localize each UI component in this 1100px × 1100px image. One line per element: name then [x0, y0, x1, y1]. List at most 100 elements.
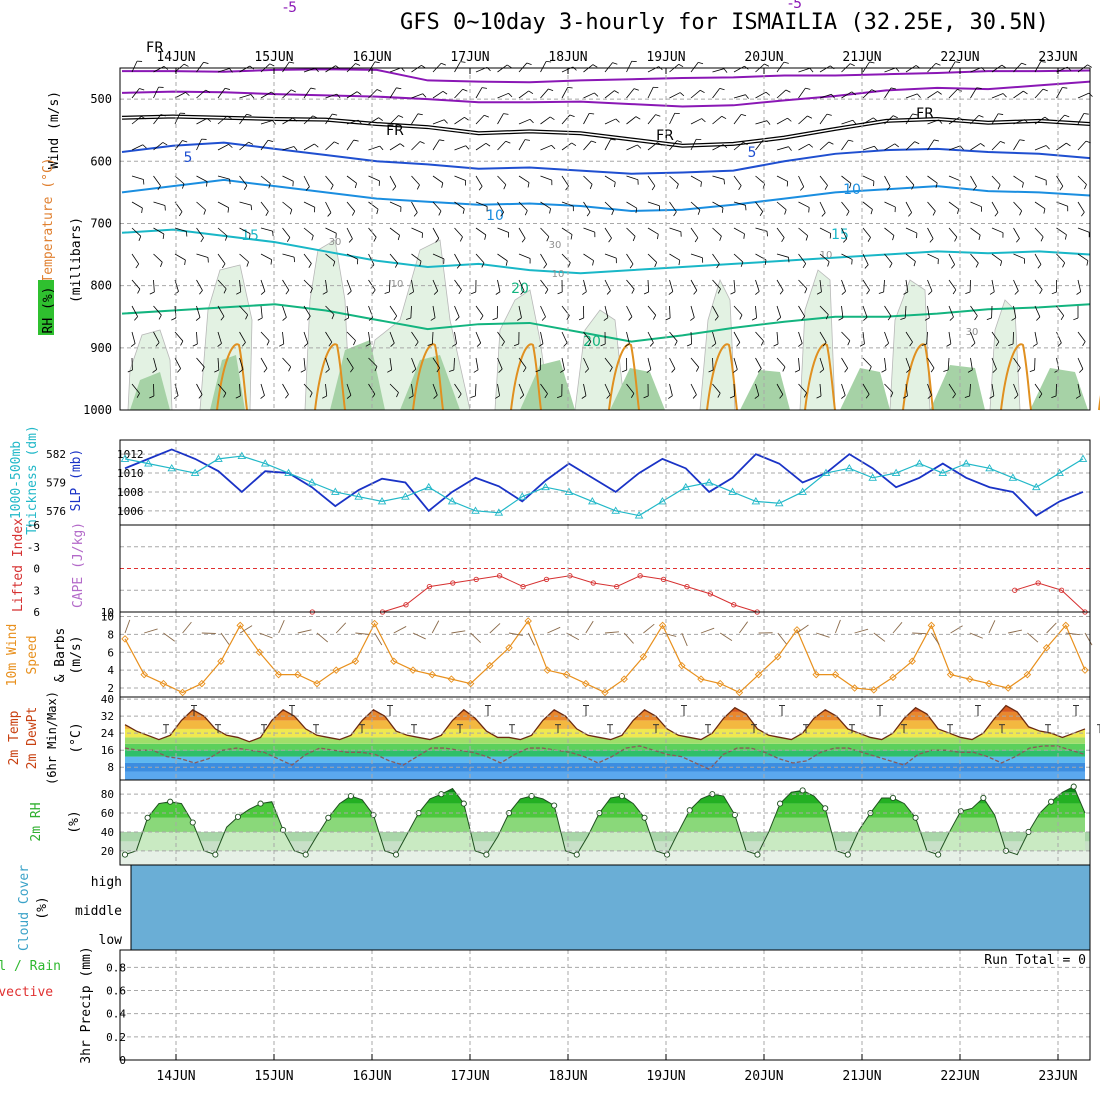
upper-wind-barb-flag — [517, 317, 522, 321]
upper-wind-barb-flag — [350, 367, 354, 373]
wind-barb — [547, 626, 561, 634]
upper-wind-barb-flag — [841, 290, 846, 295]
wind-barb — [144, 628, 158, 634]
wind-barb — [662, 632, 677, 637]
upper-wind-barb — [733, 65, 745, 73]
upper-wind-barb — [884, 331, 889, 344]
thickness-marker — [891, 468, 901, 477]
upper-wind-barb — [669, 253, 680, 261]
upper-wind-barb-flag — [828, 141, 834, 145]
upper-wind-barb — [626, 175, 639, 181]
upper-wind-barb — [841, 305, 844, 318]
upper-wind-barb-flag — [935, 182, 938, 188]
temperature-contour — [122, 68, 1091, 84]
upper-wind-barb-flag — [505, 260, 508, 266]
upper-wind-barb — [819, 253, 830, 263]
upper-wind-barb — [604, 201, 614, 211]
wind-speed-marker — [486, 661, 494, 670]
upper-wind-barb — [561, 357, 565, 370]
upper-wind-barb — [432, 119, 445, 125]
upper-wind-barb — [260, 357, 268, 369]
upper-wind-barb — [411, 357, 417, 370]
upper-wind-barb — [755, 357, 762, 369]
upper-wind-barb — [346, 119, 359, 125]
upper-wind-barb — [1077, 279, 1082, 292]
upper-wind-barb-flag — [374, 366, 378, 372]
rh-tick-label: 20 — [101, 845, 114, 858]
upper-wind-barb-flag — [565, 185, 569, 191]
upper-wind-barb-flag — [594, 92, 599, 97]
upper-wind-barb-flag — [892, 235, 895, 241]
upper-wind-barb — [518, 253, 531, 259]
upper-wind-barb — [712, 115, 722, 125]
upper-wind-barb-flag — [614, 90, 619, 94]
upper-wind-barb-flag — [441, 182, 444, 188]
upper-wind-barb-flag — [226, 115, 232, 119]
upper-wind-barb — [518, 90, 529, 99]
upper-wind-barb — [474, 383, 477, 397]
upper-wind-barb-flag — [286, 237, 291, 242]
upper-wind-barb-flag — [665, 317, 671, 321]
upper-wind-barb — [927, 227, 934, 239]
upper-wind-barb — [432, 279, 439, 292]
upper-wind-barb — [819, 305, 829, 315]
upper-label-rh: RH (%) — [41, 287, 56, 334]
upper-wind-barb — [131, 305, 138, 317]
upper-wind-barb — [669, 175, 679, 185]
upper-wind-barb — [540, 61, 547, 73]
upper-wind-barb — [239, 227, 251, 234]
upper-wind-barb-flag — [546, 236, 550, 242]
wind-barb — [124, 619, 131, 634]
upper-wind-barb — [368, 279, 376, 291]
upper-wind-barb-flag — [322, 291, 328, 295]
upper-wind-barb — [776, 61, 785, 73]
thickness-marker — [845, 463, 854, 472]
wind-speed-marker — [966, 675, 974, 683]
wind-label-3: & Barbs — [53, 628, 68, 683]
upper-wind-barb-flag — [781, 237, 785, 243]
upper-wind-barb — [841, 201, 850, 212]
upper-wind-barb — [131, 116, 142, 125]
upper-wind-barb-flag — [874, 146, 878, 151]
upper-wind-barb-flag — [928, 290, 933, 295]
temp-color-band — [125, 750, 1085, 757]
upper-wind-barb-flag — [805, 235, 809, 241]
upper-wind-barb — [303, 87, 312, 99]
rh-contour-label: 10 — [820, 250, 833, 261]
wind-barb — [739, 621, 748, 634]
upper-wind-barb — [862, 253, 869, 265]
upper-wind-barb — [475, 331, 482, 344]
upper-wind-barb-flag — [1014, 394, 1019, 399]
upper-wind-barb — [454, 175, 466, 181]
upper-wind-barb — [239, 383, 241, 396]
upper-wind-barb-flag — [643, 395, 649, 399]
upper-wind-barb-flag — [1002, 93, 1007, 98]
upper-wind-barb-flag — [315, 67, 319, 73]
upper-wind-barb-flag — [224, 87, 230, 90]
upper-wind-barb — [411, 331, 419, 343]
rh-marker — [889, 794, 897, 801]
upper-wind-barb — [1034, 331, 1038, 344]
upper-wind-barb-flag — [646, 369, 652, 373]
wind-tick-label: 8 — [107, 628, 114, 641]
upper-wind-barb — [712, 68, 725, 73]
contour-label: 10 — [843, 182, 861, 198]
upper-wind-barb — [1077, 357, 1084, 370]
upper-wind-barb — [884, 253, 893, 264]
upper-wind-barb-flag — [520, 290, 525, 295]
upper-wind-barb-flag — [1088, 92, 1093, 97]
upper-wind-barb-flag — [697, 209, 701, 215]
upper-wind-barb-flag — [523, 367, 527, 373]
surface-temp-contour — [314, 343, 346, 411]
upper-wind-barb-flag — [719, 235, 722, 241]
li-tick-label: -3 — [27, 541, 40, 554]
wind-barb — [527, 632, 535, 646]
upper-wind-barb-flag — [952, 289, 957, 295]
upper-wind-barb — [841, 331, 851, 341]
upper-wind-barb — [453, 357, 455, 371]
thickness-marker — [1078, 454, 1088, 462]
upper-wind-barb — [755, 91, 767, 99]
upper-wind-barb-flag — [722, 144, 728, 149]
upper-wind-barb-flag — [368, 316, 374, 321]
upper-wind-barb-flag — [849, 183, 852, 189]
